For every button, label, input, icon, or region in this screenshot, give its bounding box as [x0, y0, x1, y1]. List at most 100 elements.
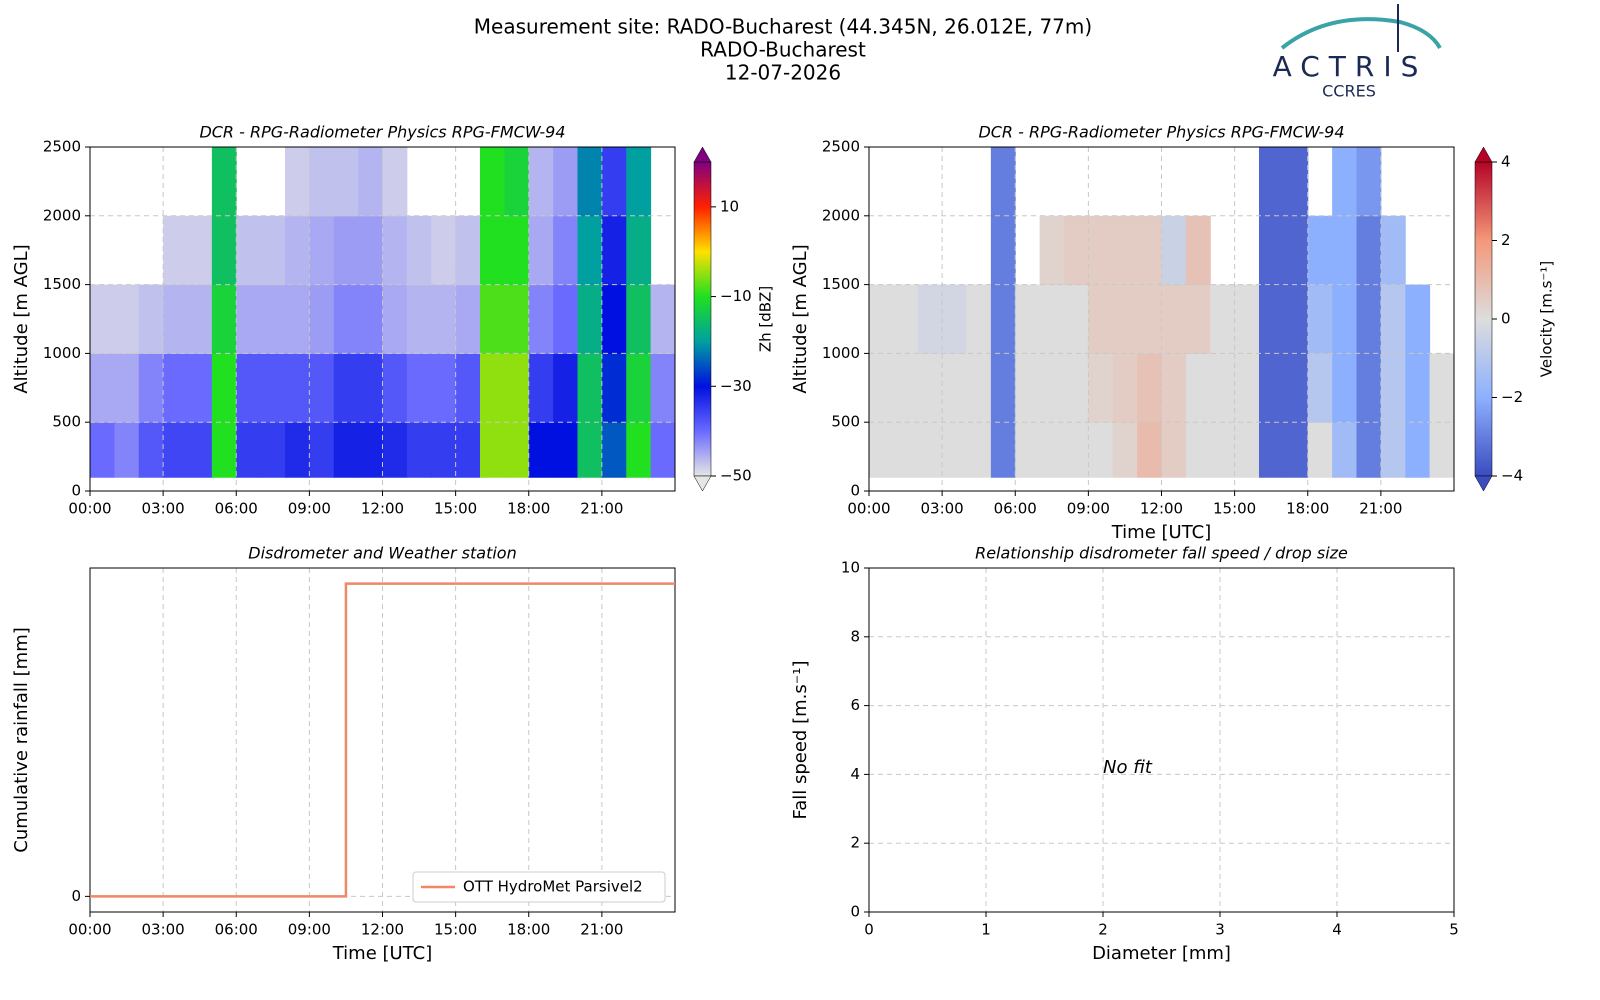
- heatmap-cell: [553, 284, 578, 354]
- colorbar-tick-label: 10: [720, 197, 739, 215]
- heatmap-cell: [1112, 422, 1138, 478]
- heatmap-cell: [650, 422, 676, 478]
- x-tick-label: 4: [1332, 921, 1342, 939]
- heatmap-cell: [1283, 284, 1309, 354]
- suptitle: RADO-Bucharest: [700, 38, 866, 62]
- heatmap-cell: [114, 422, 140, 478]
- heatmap-cell: [553, 147, 578, 217]
- heatmap-cell: [990, 284, 1016, 354]
- y-tick-label: 2000: [43, 206, 81, 224]
- heatmap-cell: [942, 353, 967, 423]
- y-tick-label: 2500: [822, 138, 860, 156]
- heatmap-cell: [1356, 284, 1382, 354]
- legend-box: [412, 871, 666, 903]
- heatmap-cell: [650, 353, 676, 423]
- heatmap-cell: [211, 422, 237, 478]
- heatmap-cell: [528, 147, 554, 217]
- heatmap-cell: [601, 422, 627, 478]
- heatmap-cell: [917, 353, 943, 423]
- x-tick-label: 03:00: [921, 500, 964, 518]
- heatmap-cell: [1234, 353, 1260, 423]
- heatmap-cell: [893, 284, 919, 354]
- heatmap-cell: [1015, 353, 1041, 423]
- heatmap-cell: [309, 284, 335, 354]
- heatmap-cell: [577, 422, 603, 478]
- colorbar-tick-label: 4: [1501, 153, 1511, 171]
- x-tick-label: 15:00: [1213, 500, 1256, 518]
- y-axis-label: Fall speed [m.s⁻¹]: [790, 661, 811, 820]
- heatmap-cell: [626, 147, 652, 217]
- heatmap-cell: [358, 284, 383, 354]
- heatmap-cell: [1137, 284, 1162, 354]
- panel-title: Relationship disdrometer fall speed / dr…: [975, 544, 1348, 563]
- heatmap-cell: [1283, 353, 1309, 423]
- y-axis-label: Altitude [m AGL]: [11, 244, 32, 393]
- heatmap-cell: [1307, 215, 1333, 286]
- heatmap-cell: [1259, 422, 1284, 478]
- heatmap-cell: [406, 215, 432, 286]
- y-tick-label: 0: [850, 903, 860, 921]
- heatmap-cell: [504, 353, 530, 423]
- y-tick-label: 500: [52, 413, 81, 431]
- x-tick-label: 09:00: [288, 500, 331, 518]
- heatmap-cell: [1405, 422, 1431, 478]
- heatmap-cell: [601, 147, 627, 217]
- heatmap-cell: [480, 147, 505, 217]
- heatmap-cell: [1380, 353, 1406, 423]
- heatmap-cell: [1332, 215, 1357, 286]
- heatmap-cell: [577, 353, 603, 423]
- heatmap-cell: [260, 215, 286, 286]
- colorbar-label: Zh [dBZ]: [757, 286, 775, 352]
- x-tick-label: 12:00: [1140, 500, 1183, 518]
- heatmap-cell: [406, 422, 432, 478]
- suptitle: Measurement site: RADO-Bucharest (44.345…: [474, 15, 1092, 39]
- x-tick-label: 18:00: [507, 921, 550, 939]
- heatmap-cell: [211, 284, 237, 354]
- heatmap-cell: [1088, 422, 1114, 478]
- heatmap-cell: [431, 422, 457, 478]
- heatmap-cell: [577, 147, 603, 217]
- heatmap-cell: [1161, 422, 1187, 478]
- heatmap-cell: [1210, 353, 1236, 423]
- y-tick-label: 0: [850, 482, 860, 500]
- heatmap-cell: [333, 353, 359, 423]
- colorbar-extend: [1474, 475, 1493, 492]
- x-tick-label: 00:00: [68, 500, 111, 518]
- x-tick-label: 18:00: [1286, 500, 1329, 518]
- y-tick-label: 0: [71, 887, 81, 905]
- logo: ACTRIS CCRES: [1273, 4, 1442, 101]
- heatmap-cell: [1259, 215, 1284, 286]
- heatmap-cell: [601, 284, 627, 354]
- heatmap-cell: [553, 422, 578, 478]
- heatmap-cell: [1112, 284, 1138, 354]
- heatmap-cell: [869, 353, 894, 423]
- x-tick-label: 21:00: [580, 500, 623, 518]
- heatmap-cell: [553, 215, 578, 286]
- heatmap-cell: [236, 215, 262, 286]
- heatmap-cell: [1210, 284, 1236, 354]
- heatmap-cell: [309, 147, 335, 217]
- heatmap-cell: [942, 422, 967, 478]
- x-tick-label: 12:00: [361, 921, 404, 939]
- colorbar: [693, 161, 712, 477]
- heatmap-cell: [211, 147, 237, 217]
- heatmap-cell: [1161, 284, 1187, 354]
- axes-frame: [89, 567, 676, 913]
- heatmap-cell: [601, 353, 627, 423]
- heatmap-cell: [990, 422, 1016, 478]
- colorbar-tick-label: −30: [720, 377, 752, 395]
- heatmap-cell: [528, 353, 554, 423]
- heatmap-cell: [990, 353, 1016, 423]
- heatmap-cell: [309, 353, 335, 423]
- heatmap-cell: [236, 353, 262, 423]
- heatmap-cell: [163, 353, 188, 423]
- heatmap-cell: [577, 215, 603, 286]
- heatmap-cell: [138, 353, 164, 423]
- heatmap-cell: [382, 284, 408, 354]
- heatmap-cell: [333, 215, 359, 286]
- x-tick-label: 03:00: [142, 921, 185, 939]
- x-axis-label: Time [UTC]: [332, 943, 433, 964]
- colorbar-tick-label: −2: [1501, 388, 1523, 406]
- heatmap-cell: [528, 422, 554, 478]
